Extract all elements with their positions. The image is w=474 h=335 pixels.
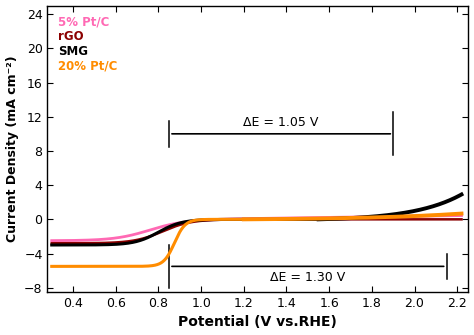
Text: ΔE = 1.05 V: ΔE = 1.05 V [244,116,319,129]
Text: ΔE = 1.30 V: ΔE = 1.30 V [270,271,346,284]
Y-axis label: Current Density (mA cm⁻²): Current Density (mA cm⁻²) [6,56,18,242]
X-axis label: Potential (V vs.RHE): Potential (V vs.RHE) [178,316,337,329]
Legend: 5% Pt/C, rGO, SMG, 20% Pt/C: 5% Pt/C, rGO, SMG, 20% Pt/C [54,11,121,76]
